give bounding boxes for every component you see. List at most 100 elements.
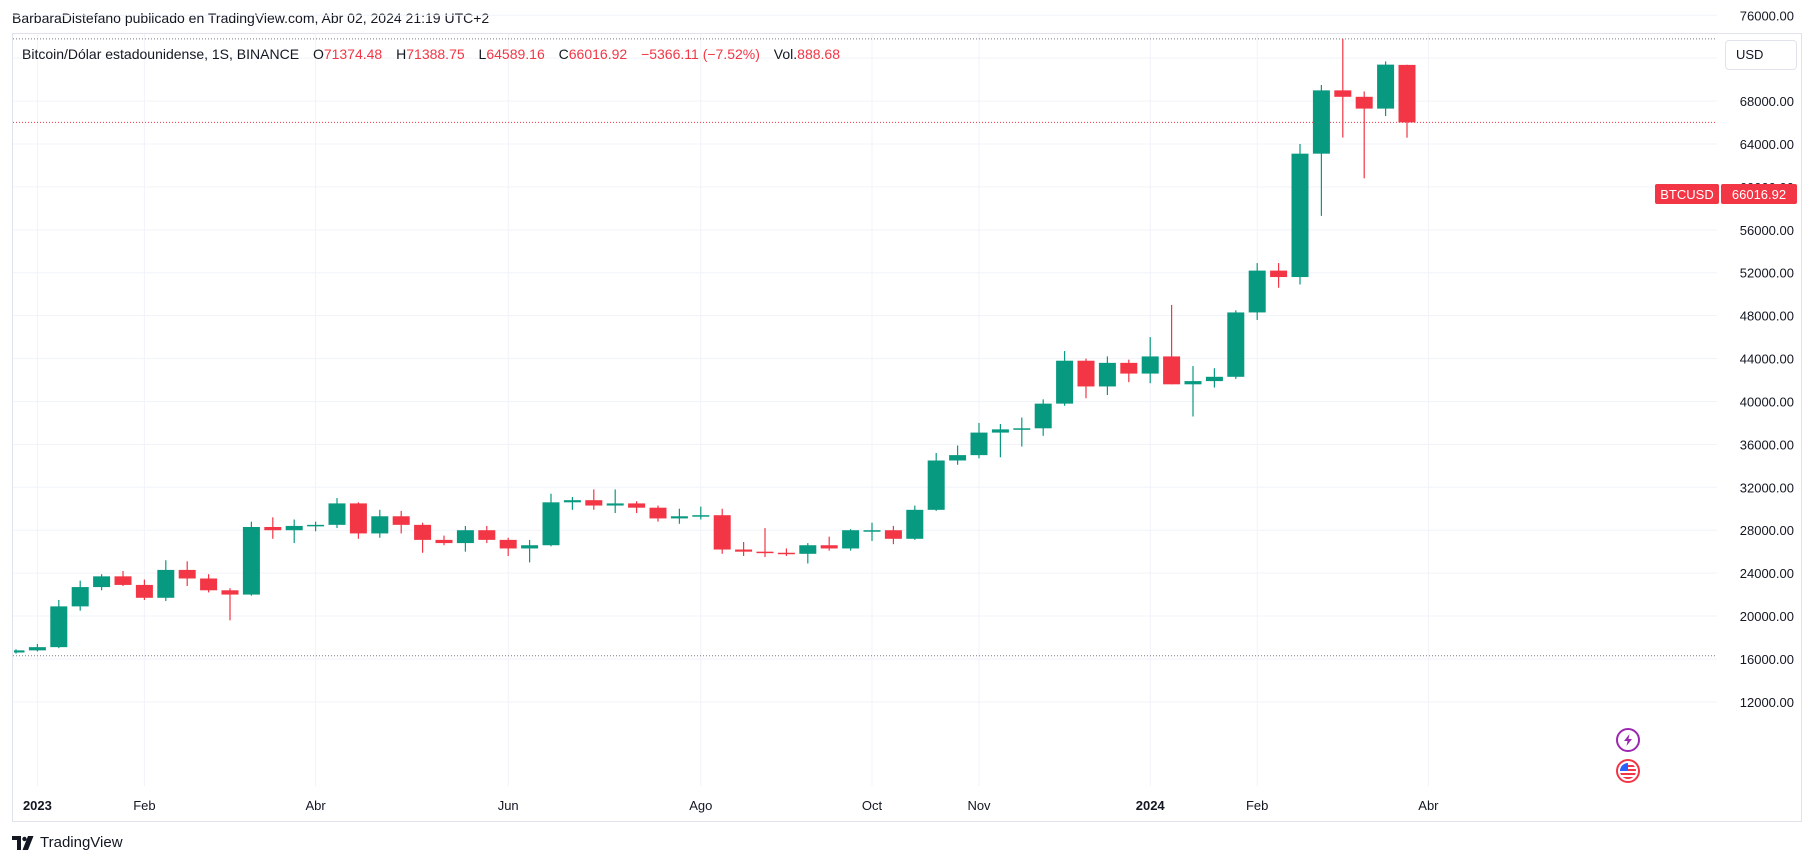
candle-down[interactable] <box>735 542 753 556</box>
candle-up[interactable] <box>1205 368 1223 388</box>
publication-info: BarbaraDistefano publicado en TradingVie… <box>12 10 490 26</box>
candle-down[interactable] <box>349 502 367 539</box>
candle-down[interactable] <box>135 579 153 600</box>
x-tick-label: Abr <box>1418 798 1439 813</box>
legend-close-label: C <box>558 46 569 62</box>
candle-up[interactable] <box>1377 61 1395 117</box>
grid-lines <box>13 14 1717 786</box>
y-tick-label: 28000.00 <box>1740 523 1794 538</box>
price-tag-value: 66016.92 <box>1732 187 1786 202</box>
candle-down[interactable] <box>1120 359 1138 383</box>
candle-up[interactable] <box>50 599 68 649</box>
last-price-tag: BTCUSD 66016.92 <box>1655 184 1797 204</box>
legend-open-label: O <box>312 46 324 62</box>
y-tick-label: 24000.00 <box>1740 566 1794 581</box>
candle-up[interactable] <box>1034 399 1052 436</box>
candle-up[interactable] <box>1291 144 1309 285</box>
legend-high-label: H <box>396 46 407 62</box>
candle-up[interactable] <box>71 580 89 611</box>
candle-up[interactable] <box>927 452 945 511</box>
price-axis[interactable]: 12000.00 16000.00 20000.00 24000.00 28000.00… <box>1740 8 1794 710</box>
candle-up[interactable] <box>949 445 967 465</box>
candle-down[interactable] <box>221 588 239 621</box>
candle-up[interactable] <box>521 539 539 563</box>
candle-down[interactable] <box>1398 64 1416 138</box>
candle-down[interactable] <box>1077 358 1095 399</box>
candle-up[interactable] <box>842 529 860 551</box>
candle-up[interactable] <box>670 508 688 524</box>
price-tag-value-box <box>1721 184 1797 204</box>
x-tick-label: Jun <box>498 798 519 813</box>
candle-up[interactable] <box>14 649 25 654</box>
y-tick-label: 64000.00 <box>1740 137 1794 152</box>
candle-up[interactable] <box>1312 85 1330 216</box>
reference-lines <box>13 38 1717 657</box>
candle-up[interactable] <box>1227 310 1245 379</box>
candle-up[interactable] <box>285 519 303 544</box>
candle-up[interactable] <box>93 574 111 591</box>
candle-up[interactable] <box>242 521 260 596</box>
candle-down[interactable] <box>478 525 496 544</box>
candle-down[interactable] <box>1270 263 1288 288</box>
candle-down[interactable] <box>884 525 902 545</box>
currency-button[interactable]: USD <box>1725 40 1797 70</box>
candle-up[interactable] <box>1184 366 1202 417</box>
candle-down[interactable] <box>499 537 517 556</box>
candle-up[interactable] <box>906 505 924 540</box>
candle-up[interactable] <box>157 560 175 602</box>
candle-up[interactable] <box>1141 337 1159 384</box>
candle-down[interactable] <box>1163 304 1181 385</box>
y-tick-label: 56000.00 <box>1740 223 1794 238</box>
candle-down[interactable] <box>392 510 410 534</box>
candle-up[interactable] <box>970 422 988 459</box>
candle-up[interactable] <box>371 509 389 538</box>
x-tick-label: Nov <box>967 798 991 813</box>
candle-down[interactable] <box>114 570 132 587</box>
y-tick-label: 52000.00 <box>1740 266 1794 281</box>
candle-down[interactable] <box>1334 38 1352 138</box>
y-tick-label: 40000.00 <box>1740 394 1794 409</box>
candle-up[interactable] <box>799 543 817 564</box>
candle-down[interactable] <box>200 574 218 593</box>
us-flag-icon[interactable] <box>1616 759 1640 783</box>
candle-up[interactable] <box>863 522 881 541</box>
legend-symbol[interactable]: Bitcoin/Dólar estadounidense, 1S, BINANC… <box>22 46 300 62</box>
candle-up[interactable] <box>456 525 474 552</box>
candle-up[interactable] <box>542 493 560 547</box>
candle-down[interactable] <box>585 489 603 510</box>
candle-up[interactable] <box>28 643 46 652</box>
candle-up[interactable] <box>692 506 710 520</box>
candle-down[interactable] <box>649 505 667 522</box>
candle-down[interactable] <box>756 528 774 558</box>
legend-low: 64589.16 <box>486 46 545 62</box>
candle-down[interactable] <box>178 561 196 587</box>
x-tick-label: Abr <box>305 798 326 813</box>
x-tick-label: 2024 <box>1136 798 1166 813</box>
candle-down[interactable] <box>414 522 432 553</box>
candle-up[interactable] <box>606 489 624 514</box>
candle-down[interactable] <box>1355 91 1373 179</box>
candle-down[interactable] <box>777 548 795 556</box>
y-tick-label: 36000.00 <box>1740 437 1794 452</box>
candles <box>14 38 1416 654</box>
candle-up[interactable] <box>1056 351 1074 406</box>
candle-up[interactable] <box>1098 356 1116 396</box>
candle-up[interactable] <box>1013 417 1031 447</box>
candle-up[interactable] <box>563 496 581 510</box>
x-tick-label: Feb <box>133 798 155 813</box>
footer-brand[interactable]: TradingView <box>12 834 123 851</box>
legend-high: 71388.75 <box>406 46 465 62</box>
candle-up[interactable] <box>328 498 346 529</box>
chart-frame <box>12 33 1802 822</box>
time-axis[interactable]: 2023 Feb Abr Jun Ago Oct Nov 2024 Feb Abr <box>23 798 1439 813</box>
lightning-icon[interactable] <box>1616 728 1640 752</box>
candle-down[interactable] <box>264 517 282 539</box>
candle-down[interactable] <box>820 536 838 551</box>
candle-down[interactable] <box>713 508 731 554</box>
candle-down[interactable] <box>435 535 453 546</box>
candle-up[interactable] <box>307 521 325 532</box>
candle-up[interactable] <box>1248 263 1266 320</box>
candle-up[interactable] <box>991 424 1009 458</box>
candle-down[interactable] <box>628 501 646 514</box>
